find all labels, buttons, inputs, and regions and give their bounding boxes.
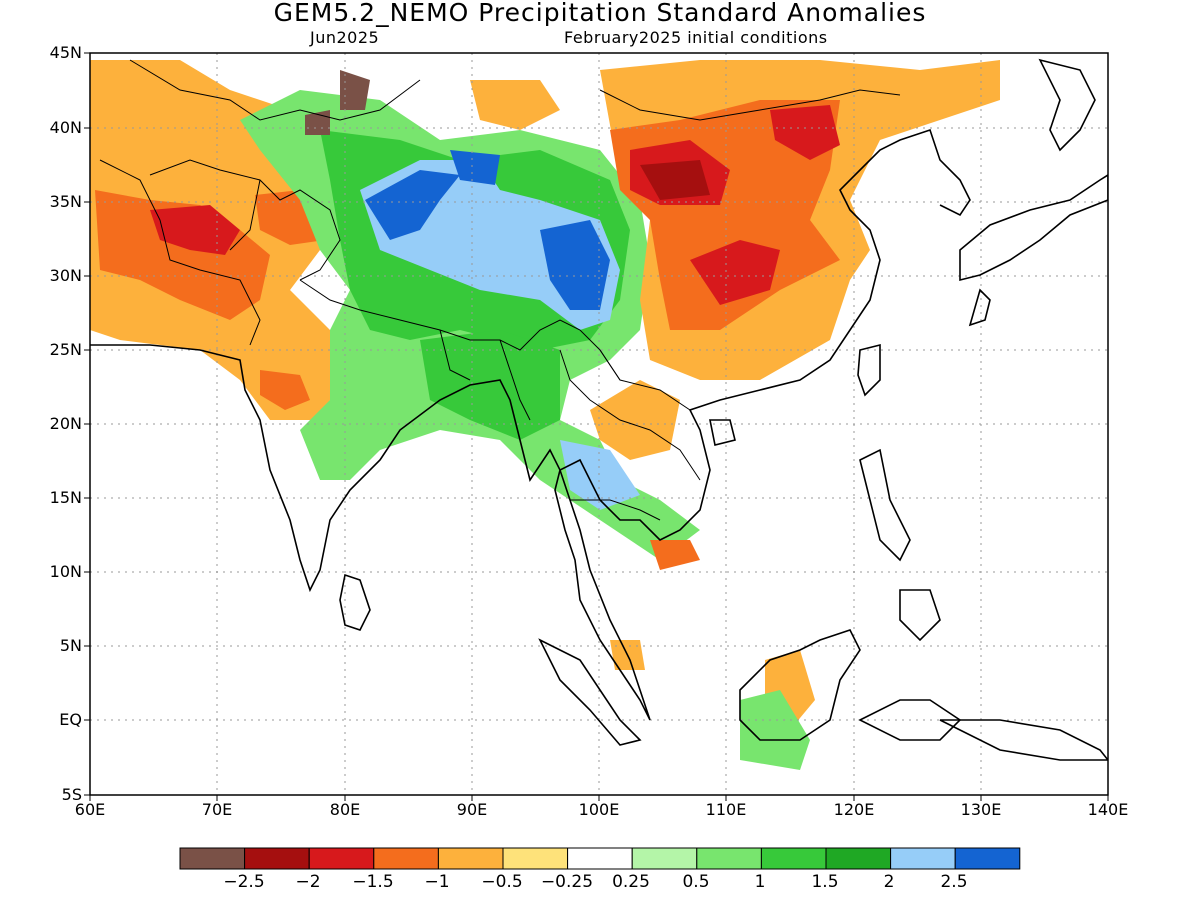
colorbar-label: −2 — [295, 872, 321, 892]
colorbar-label: −1.5 — [352, 872, 394, 892]
colorbar-swatch — [567, 847, 633, 870]
lon-label: 100E — [578, 800, 620, 819]
lon-label: 90E — [456, 800, 488, 819]
axis-ticks — [84, 52, 1109, 801]
colorbar-swatch — [502, 847, 569, 870]
anomaly-patch-laos-dry — [590, 380, 680, 460]
colorbar-label: 1.5 — [811, 872, 839, 892]
colorbar-label: −2.5 — [223, 872, 265, 892]
lon-label: 120E — [833, 800, 875, 819]
colorbar-label: −0.5 — [481, 872, 523, 892]
colorbar-swatch — [825, 847, 892, 870]
anomaly-patch-tibet-darkblue-east — [540, 220, 610, 310]
lon-label: 70E — [201, 800, 233, 819]
colorbar-label: 2 — [883, 872, 895, 892]
colorbar-swatch — [954, 847, 1021, 870]
anomaly-patch-india-dry — [260, 370, 310, 410]
country-borders — [99, 59, 901, 521]
colorbar-swatch — [760, 847, 827, 870]
anomaly-patch-mongolia-darkest — [305, 70, 370, 135]
lat-label: 15N — [49, 488, 82, 507]
colorbar-label: −1 — [424, 872, 450, 892]
anomaly-patch-north-dry — [470, 80, 560, 130]
map-grid — [90, 53, 1108, 795]
colorbar-swatch — [244, 847, 310, 870]
lon-label: 140E — [1087, 800, 1129, 819]
colorbar-label: −0.25 — [540, 872, 594, 892]
anomaly-patch-china-dry-core-south — [690, 240, 780, 305]
colorbar-swatch — [373, 847, 439, 870]
anomaly-patch-tibet-darkblue-north — [450, 150, 500, 185]
colorbar-swatch — [696, 847, 762, 870]
map-title: GEM5.2_NEMO Precipitation Standard Anoma… — [273, 0, 927, 27]
anomaly-patch-myanmar-lightblue — [560, 440, 640, 510]
colorbar — [179, 847, 1021, 870]
lat-label: 5S — [61, 785, 82, 804]
colorbar-label: 0.5 — [682, 872, 710, 892]
colorbar-label: 2.5 — [940, 872, 968, 892]
lat-label: 20N — [49, 414, 82, 433]
lat-label: 35N — [49, 192, 82, 211]
colorbar-swatch — [890, 847, 956, 870]
lon-label: 60E — [74, 800, 106, 819]
init-conditions: February2025 initial conditions — [564, 28, 828, 47]
anomaly-patch-bangladesh-wet — [420, 330, 560, 440]
colorbar-label: 0.25 — [612, 872, 650, 892]
colorbar-swatch — [179, 847, 246, 870]
coastlines — [90, 58, 1108, 761]
lat-label: 5N — [59, 636, 82, 655]
lon-label: 130E — [960, 800, 1002, 819]
colorbar-label: 1 — [754, 872, 766, 892]
anomaly-patch-cambodia-dry — [650, 540, 700, 570]
colorbar-swatch — [308, 847, 375, 870]
lon-label: 80E — [329, 800, 361, 819]
lat-label: 40N — [49, 118, 82, 137]
anomaly-patch-china-dry-core-east — [770, 105, 840, 160]
anomaly-patch-borneo-wet — [740, 690, 810, 770]
target-month: Jun2025 — [310, 28, 380, 47]
lat-label: 30N — [49, 266, 82, 285]
lat-label: EQ — [59, 710, 82, 729]
lat-label: 25N — [49, 340, 82, 359]
colorbar-swatch — [437, 847, 504, 870]
anomaly-patch-tibet-darkblue-west — [365, 170, 460, 240]
lat-label: 45N — [49, 43, 82, 62]
lat-label: 10N — [49, 562, 82, 581]
lon-label: 110E — [705, 800, 747, 819]
colorbar-swatch — [631, 847, 698, 870]
anomaly-patch-china-darkest — [640, 160, 710, 200]
